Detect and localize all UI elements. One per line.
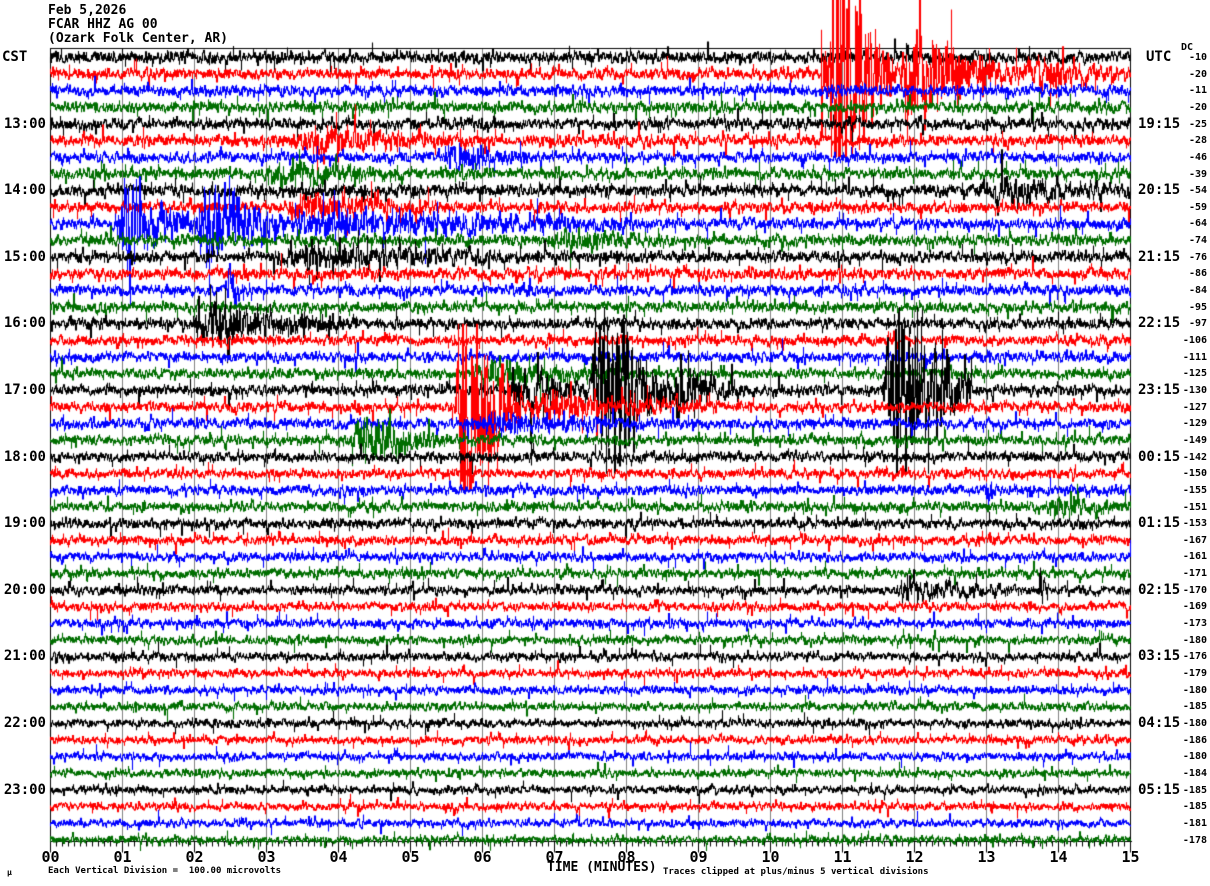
x-tick-label: 04 — [329, 848, 348, 866]
dc-offset-value: -185 — [1182, 701, 1207, 713]
microvolt-symbol: µ — [7, 868, 12, 877]
cst-time-label: 20:00 — [3, 581, 46, 598]
dc-offset-value: -106 — [1182, 335, 1207, 347]
utc-time-label: 05:15 — [1138, 781, 1181, 798]
x-tick-label: 13 — [977, 848, 996, 866]
dc-offset-value: -64 — [1188, 218, 1207, 230]
x-tick-label: 10 — [761, 848, 780, 866]
dc-offset-value: -161 — [1182, 551, 1207, 563]
header-station-location: (Ozark Folk Center, AR) — [48, 31, 229, 46]
dc-offset-value: -151 — [1182, 501, 1207, 513]
dc-offset-value: -74 — [1188, 235, 1207, 247]
dc-offset-value: -20 — [1188, 68, 1207, 80]
dc-offset-value: -76 — [1188, 251, 1207, 263]
dc-offset-value: -149 — [1182, 434, 1207, 446]
cst-time-label: 15:00 — [3, 248, 46, 265]
dc-offset-value: -95 — [1188, 301, 1207, 313]
dc-offset-value: -178 — [1182, 834, 1207, 846]
dc-offset-value: -59 — [1188, 201, 1207, 213]
dc-offset-value: -181 — [1182, 817, 1207, 829]
plot-header: Feb 5,2026 FCAR HHZ AG 00 (Ozark Folk Ce… — [48, 4, 228, 46]
x-tick-label: 15 — [1121, 848, 1140, 866]
dc-offset-value: -20 — [1188, 101, 1207, 113]
cst-time-label: 21:00 — [3, 648, 46, 665]
utc-time-label: 03:15 — [1138, 648, 1181, 665]
dc-offset-value: -184 — [1182, 767, 1207, 779]
cst-time-label: 23:00 — [3, 781, 46, 798]
x-tick-label: 01 — [113, 848, 132, 866]
x-tick-label: 12 — [905, 848, 924, 866]
dc-offset-value: -185 — [1182, 784, 1207, 796]
vertical-scale-note: Each Vertical Division = 100.00 microvol… — [48, 866, 281, 876]
dc-offset-value: -185 — [1182, 801, 1207, 813]
x-tick-label: 02 — [185, 848, 204, 866]
header-date: Feb 5,2026 — [48, 3, 127, 18]
cst-time-label: 14:00 — [3, 182, 46, 199]
dc-offset-value: -169 — [1182, 601, 1207, 613]
dc-offset-value: -170 — [1182, 584, 1207, 596]
x-tick-label: 05 — [401, 848, 420, 866]
x-tick-label: 06 — [473, 848, 492, 866]
dc-offset-value: -54 — [1188, 185, 1207, 197]
x-tick-label: 07 — [545, 848, 564, 866]
dc-offset-value: -171 — [1182, 568, 1207, 580]
left-axis-title: CST — [2, 49, 28, 65]
utc-time-label: 19:15 — [1138, 115, 1181, 132]
dc-offset-value: -129 — [1182, 418, 1207, 430]
x-axis-title: TIME (MINUTES) — [547, 860, 657, 875]
cst-time-label: 16:00 — [3, 315, 46, 332]
dc-offset-value: -111 — [1182, 351, 1207, 363]
x-tick-label: 11 — [833, 848, 852, 866]
dc-offset-value: -84 — [1188, 285, 1207, 297]
dc-offset-value: -25 — [1188, 118, 1207, 130]
dc-offset-value: -127 — [1182, 401, 1207, 413]
x-tick-label: 03 — [257, 848, 276, 866]
x-tick-label: 08 — [617, 848, 636, 866]
dc-offset-value: -167 — [1182, 534, 1207, 546]
cst-time-label: 19:00 — [3, 515, 46, 532]
dc-column-title: DC — [1181, 42, 1194, 53]
dc-offset-value: -186 — [1182, 734, 1207, 746]
dc-offset-value: -150 — [1182, 468, 1207, 480]
cst-time-label: 18:00 — [3, 448, 46, 465]
dc-offset-value: -97 — [1188, 318, 1207, 330]
utc-time-label: 20:15 — [1138, 182, 1181, 199]
right-axis-title: UTC — [1146, 49, 1172, 65]
header-station-code: FCAR HHZ AG 00 — [48, 17, 158, 32]
cst-time-label: 22:00 — [3, 714, 46, 731]
clipping-note: Traces clipped at plus/minus 5 vertical … — [663, 867, 929, 877]
dc-offset-value: -179 — [1182, 668, 1207, 679]
dc-offset-value: -180 — [1182, 634, 1207, 646]
cst-time-label: 17:00 — [3, 381, 46, 398]
dc-offset-value: -180 — [1182, 751, 1207, 763]
utc-time-label: 04:15 — [1138, 714, 1181, 731]
dc-offset-value: -153 — [1182, 518, 1207, 530]
dc-offset-value: -180 — [1182, 684, 1207, 696]
utc-time-label: 01:15 — [1138, 515, 1181, 532]
dc-offset-value: -28 — [1188, 135, 1207, 147]
dc-offset-value: -173 — [1182, 618, 1207, 630]
dc-offset-value: -180 — [1182, 717, 1207, 729]
utc-time-label: 22:15 — [1138, 315, 1181, 332]
x-tick-label: 00 — [41, 848, 60, 866]
utc-time-label: 21:15 — [1138, 248, 1181, 265]
utc-time-label: 23:15 — [1138, 381, 1181, 398]
x-tick-label: 14 — [1049, 848, 1068, 866]
utc-time-label: 00:15 — [1138, 448, 1181, 465]
dc-offset-value: -86 — [1188, 268, 1207, 280]
dc-offset-value: -130 — [1182, 384, 1207, 396]
dc-offset-value: -125 — [1182, 368, 1207, 380]
dc-offset-value: -142 — [1182, 451, 1207, 463]
dc-offset-value: -11 — [1188, 85, 1207, 97]
dc-offset-value: -155 — [1182, 484, 1207, 496]
cst-time-label: 13:00 — [3, 115, 46, 132]
dc-offset-value: -46 — [1188, 151, 1207, 163]
dc-offset-value: -176 — [1182, 651, 1207, 663]
x-tick-label: 09 — [689, 848, 708, 866]
dc-offset-value: -39 — [1188, 168, 1207, 180]
utc-time-label: 02:15 — [1138, 581, 1181, 598]
dc-offset-value: -10 — [1188, 52, 1207, 63]
